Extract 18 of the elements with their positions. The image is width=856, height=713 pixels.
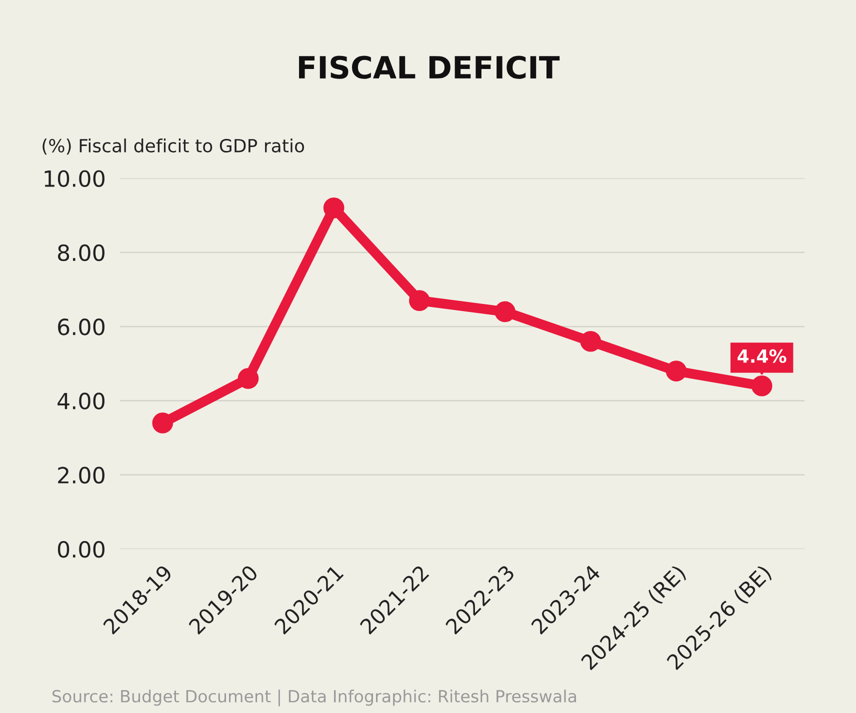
annotation: 4.4% [738, 349, 786, 363]
y-tick-label: 4.00 [58, 392, 104, 410]
y-tick-label: 10.00 [44, 170, 104, 188]
y-tick-label: 8.00 [58, 244, 104, 262]
point [666, 360, 687, 382]
point [409, 290, 430, 312]
point [323, 197, 344, 218]
point [238, 368, 259, 389]
y-tick-label: 0.00 [58, 540, 104, 558]
y-axis-title: (%) Fiscal deficit to GDP ratio [42, 138, 304, 155]
chart-title: FISCAL DEFICIT [299, 56, 560, 79]
point [580, 330, 602, 352]
y-tick-label: 6.00 [58, 318, 104, 336]
point [494, 301, 516, 322]
source-note: Source: Budget Document | Data Infographic: Ritesh Presswala [52, 690, 576, 706]
y-tick-label: 2.00 [58, 466, 104, 484]
point [152, 412, 174, 434]
point [751, 375, 772, 396]
